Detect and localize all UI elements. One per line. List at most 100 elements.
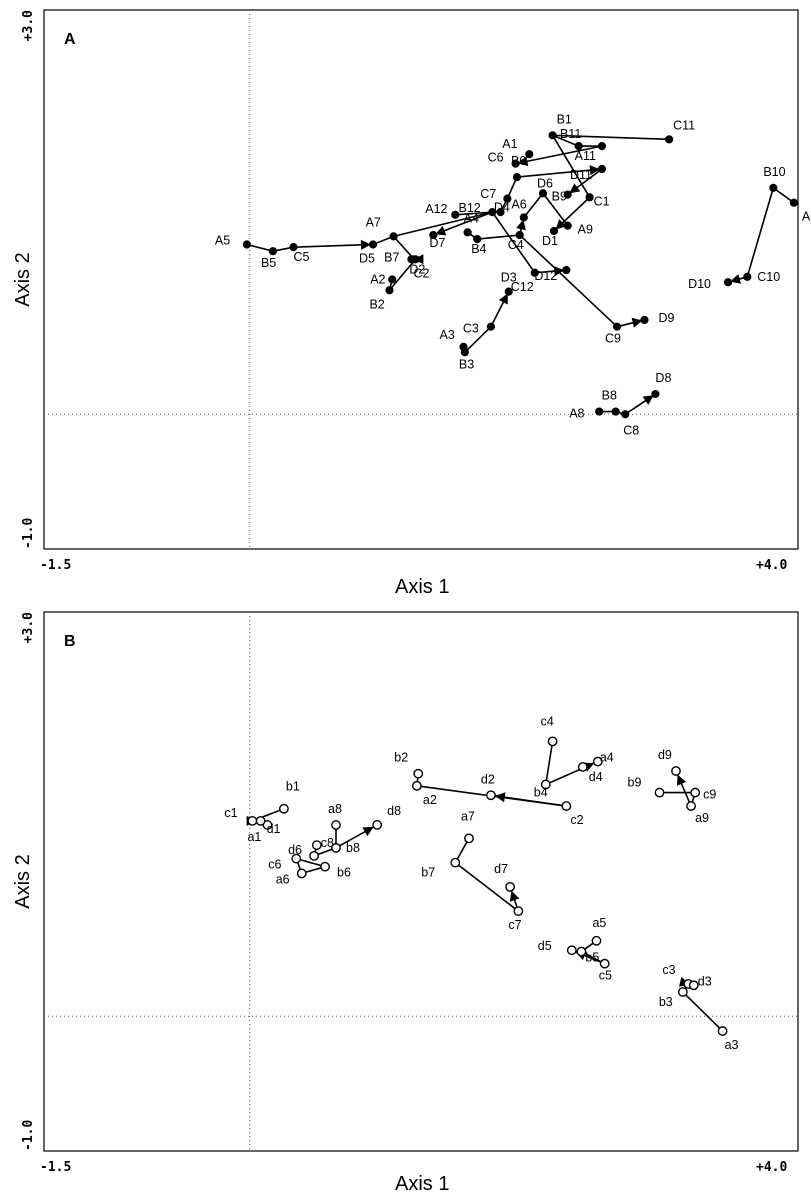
point-label: a5 <box>592 916 606 930</box>
point-label: D2 <box>409 262 425 276</box>
data-point <box>372 820 383 830</box>
trajectory-segment <box>552 134 579 147</box>
point-label: D5 <box>359 251 375 265</box>
trajectory-segment <box>246 243 274 252</box>
point-label: B5 <box>261 256 276 270</box>
trajectory-arrowhead <box>498 293 508 305</box>
data-point <box>548 131 557 140</box>
trajectory-arrowhead <box>631 317 643 328</box>
point-label: A8 <box>569 407 584 421</box>
x-tick-label: -1.5 <box>40 558 71 573</box>
data-point <box>411 780 422 791</box>
trajectory-segment <box>542 192 569 227</box>
data-point <box>450 857 461 868</box>
point-label: B3 <box>459 357 474 371</box>
data-point <box>540 779 551 790</box>
data-point <box>566 945 577 956</box>
point-label: A1 <box>502 137 517 151</box>
data-point <box>451 210 460 219</box>
point-label: d5 <box>538 939 552 953</box>
point-label: D7 <box>429 236 445 250</box>
point-label: d1 <box>267 822 281 836</box>
point-label: A2 <box>370 273 385 287</box>
data-point <box>563 221 572 230</box>
point-label: D9 <box>658 311 674 325</box>
trajectory-segment <box>454 862 519 912</box>
point-label: d4 <box>589 770 603 784</box>
data-point <box>549 226 559 236</box>
trajectory-arrowhead <box>676 774 687 786</box>
point-label: c5 <box>599 969 612 983</box>
trajectory-arrowhead <box>553 266 565 277</box>
point-label: C1 <box>594 194 610 208</box>
point-label: A6 <box>511 198 526 212</box>
data-point <box>279 803 289 814</box>
data-point <box>463 228 472 237</box>
data-point <box>769 183 778 192</box>
point-label: d9 <box>658 748 672 762</box>
data-point <box>595 407 604 416</box>
x-axis-title: Axis 1 <box>395 1173 449 1193</box>
trajectory-segment <box>515 145 603 165</box>
point-label: C4 <box>508 238 524 252</box>
data-point <box>413 768 424 779</box>
data-point <box>538 189 548 198</box>
data-point <box>576 946 587 957</box>
point-label: a3 <box>725 1038 739 1052</box>
trajectory-arrowhead <box>435 226 447 236</box>
data-point <box>561 801 572 811</box>
point-label: c7 <box>508 918 521 932</box>
point-label: B2 <box>369 297 384 311</box>
point-label: c4 <box>541 714 554 728</box>
point-label: c6 <box>268 858 281 872</box>
trajectory-segment <box>388 258 417 291</box>
panel-label: B <box>64 633 76 650</box>
data-point <box>486 790 496 801</box>
plot-frame <box>43 9 799 550</box>
data-point <box>311 840 322 851</box>
data-point <box>464 833 474 844</box>
point-label: a9 <box>695 811 709 825</box>
point-label: b7 <box>421 866 435 880</box>
point-label: C12 <box>511 280 534 294</box>
data-point <box>331 820 341 830</box>
data-point <box>255 815 266 826</box>
data-point <box>486 322 496 331</box>
data-point <box>640 315 649 325</box>
point-label: D10 <box>688 277 711 291</box>
data-point <box>296 868 307 879</box>
data-point <box>651 389 660 399</box>
point-label: D6 <box>537 176 553 190</box>
point-label: D8 <box>655 371 671 385</box>
data-point <box>717 1026 728 1036</box>
plot-frame <box>43 611 799 1152</box>
trajectory-segment <box>293 243 374 248</box>
data-point <box>385 286 394 295</box>
panel-a: A -1.5 +4.0 Axis 1 +3.0 -1.0 Axis 2 A1 B1 C1 D1 A2 B… <box>12 9 811 598</box>
y-tick-label: -1.0 <box>21 1120 36 1151</box>
trajectory-segment <box>551 134 591 198</box>
point-label: B11 <box>560 127 581 141</box>
data-point <box>473 234 482 244</box>
data-point <box>686 801 696 811</box>
trajectory-segment <box>296 857 326 868</box>
data-point <box>513 906 524 917</box>
data-point <box>242 240 251 249</box>
y-axis-title: Axis 2 <box>12 854 34 908</box>
point-label: C11 <box>673 118 695 132</box>
point-label: c3 <box>662 963 675 977</box>
data-point <box>723 278 733 287</box>
y-tick-label: -1.0 <box>21 518 36 549</box>
point-label: B10 <box>763 165 785 179</box>
point-label: a8 <box>328 802 342 816</box>
x-tick-label: -1.5 <box>40 1160 71 1175</box>
point-label: B8 <box>602 389 617 403</box>
trajectory-segment <box>516 168 603 178</box>
data-point <box>597 141 607 151</box>
point-label: b2 <box>394 751 408 765</box>
data-point <box>504 287 513 296</box>
data-point <box>460 348 469 357</box>
trajectory-segment <box>519 234 618 328</box>
point-label: D3 <box>501 271 517 285</box>
